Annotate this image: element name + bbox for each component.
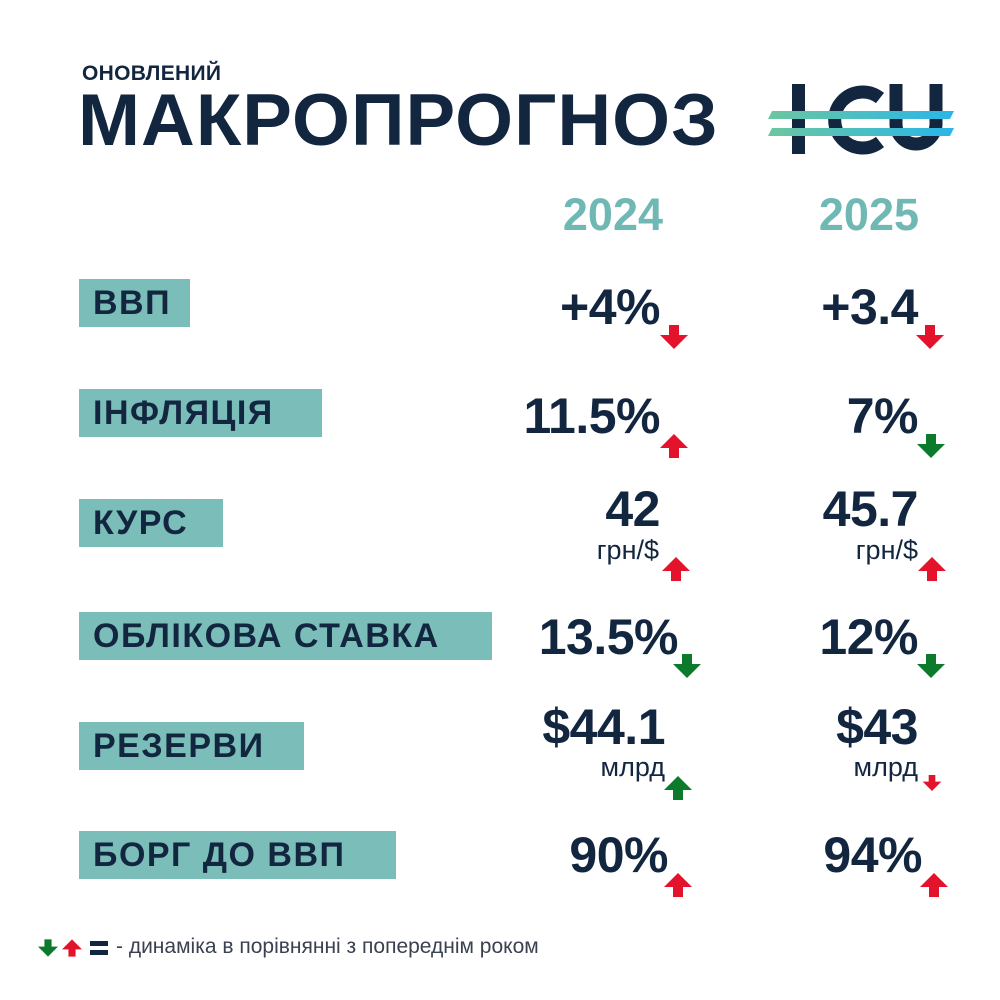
policy-rate-2025-value: 12% (819, 609, 918, 665)
row-label-policy-rate: ОБЛІКОВА СТАВКА (79, 612, 492, 660)
inflation-2025-value: 7% (846, 388, 919, 444)
reserves-2025-value: $43 (836, 699, 918, 755)
debt-2025-value: 94% (823, 827, 922, 883)
arrow-up-red-icon (920, 873, 948, 897)
arrow-up-red-icon (918, 557, 946, 581)
legend-text: - динаміка в порівнянні з попереднім рок… (116, 935, 539, 958)
reserves-2025-unit: млрд (853, 752, 918, 782)
arrow-down-red-icon (660, 325, 688, 349)
legend-arrow-down-green-icon (38, 939, 58, 957)
year-header-2024: 2024 (562, 189, 663, 240)
arrow-up-red-icon (662, 557, 690, 581)
arrow-down-red-icon (922, 775, 942, 791)
policy-rate-2024-value: 13.5% (538, 609, 679, 665)
exchange-rate-2024-unit: грн/$ (596, 535, 659, 565)
row-label-inflation: ІНФЛЯЦІЯ (79, 389, 322, 437)
gdp-2024-value: +4% (560, 279, 660, 335)
legend-arrow-up-red-icon (62, 939, 82, 957)
arrow-down-green-icon (917, 654, 945, 678)
arrow-up-green-icon (664, 776, 692, 800)
gdp-2025-value: +3.4 (821, 279, 918, 335)
exchange-rate-2025-value: 45.7 (822, 481, 919, 537)
exchange-rate-2024-value: 42 (605, 481, 660, 537)
arrow-down-green-icon (917, 434, 945, 458)
exchange-rate-2025-unit: грн/$ (855, 535, 918, 565)
reserves-2024-unit: млрд (600, 752, 665, 782)
row-label-gdp: ВВП (79, 279, 190, 327)
page-title: МАКРОПРОГНОЗ (78, 80, 719, 161)
row-label-debt-to-gdp: БОРГ ДО ВВП (79, 831, 396, 879)
legend-equals-icon (90, 941, 108, 955)
subtitle: ОНОВЛЕНИЙ (82, 62, 222, 85)
arrow-up-red-icon (664, 873, 692, 897)
arrow-down-red-icon (916, 325, 944, 349)
row-label-reserves: РЕЗЕРВИ (79, 722, 304, 770)
reserves-2024-value: $44.1 (542, 699, 665, 755)
arrow-down-green-icon (673, 654, 701, 678)
arrow-up-red-icon (660, 434, 688, 458)
inflation-2024-value: 11.5% (523, 388, 660, 444)
icu-logo-icon (768, 84, 954, 155)
row-label-exchange-rate: КУРС (79, 499, 223, 547)
year-header-2025: 2025 (818, 189, 919, 240)
debt-2024-value: 90% (569, 827, 668, 883)
